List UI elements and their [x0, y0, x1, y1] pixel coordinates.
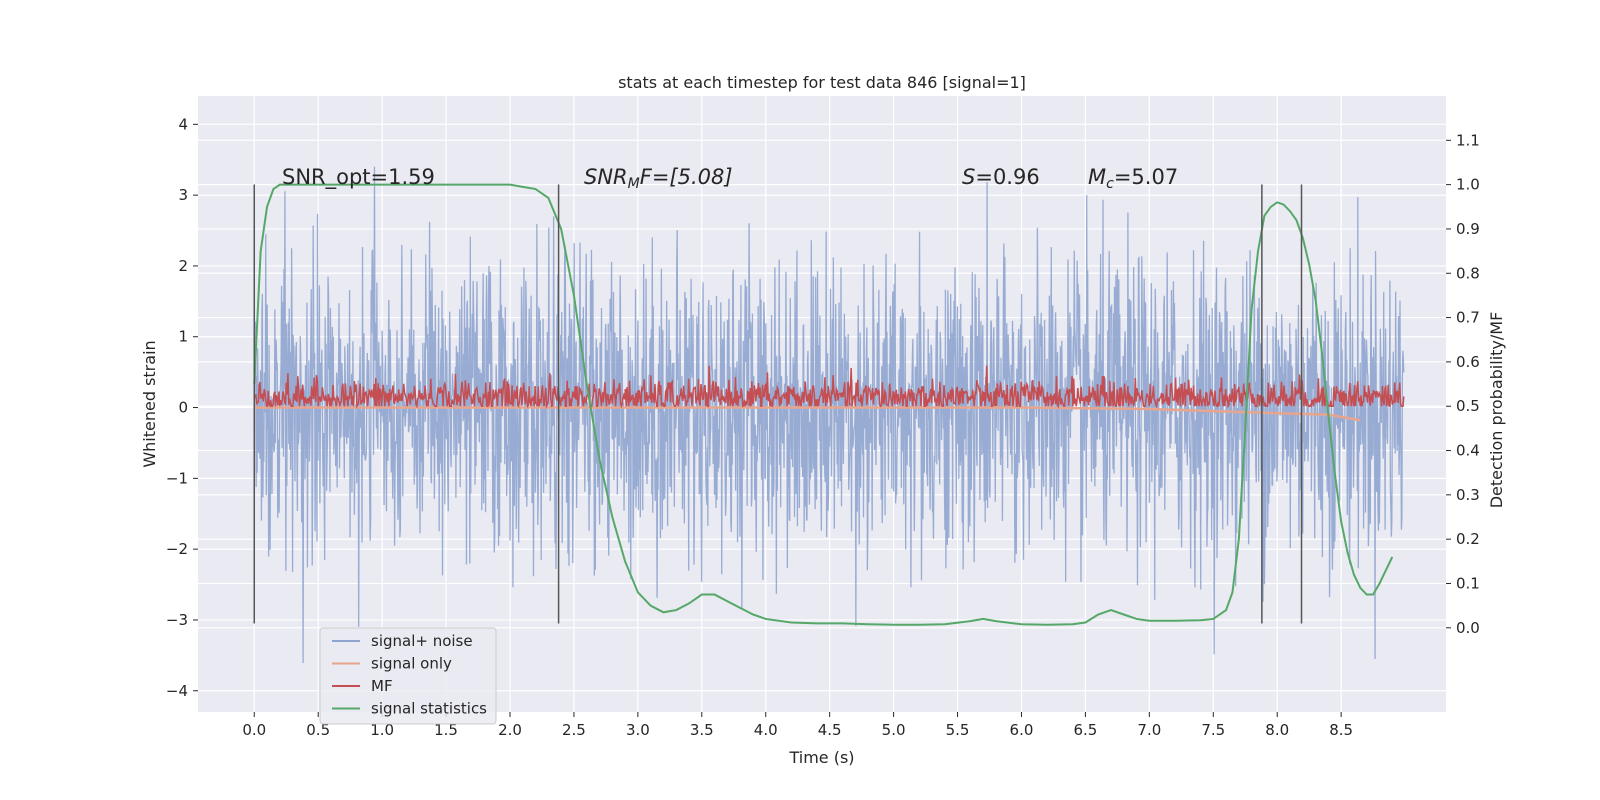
y-tick-label: −2 — [166, 540, 188, 558]
series-layer — [253, 166, 1405, 664]
annotation-s-rest: =0.96 — [975, 165, 1039, 189]
y2-tick-label: 1.0 — [1456, 176, 1480, 194]
y-tick-label: 2 — [178, 257, 188, 275]
y-tick-label: −3 — [166, 611, 188, 629]
annotation-mc-rest: =5.07 — [1114, 165, 1178, 189]
y-axis-label: Whitened strain — [140, 340, 159, 467]
x-tick-label: 5.5 — [946, 721, 970, 739]
annotation-mc-symbol: M — [1088, 165, 1106, 189]
y2-tick-label: 0.4 — [1456, 442, 1480, 460]
y2-tick-label: 0.3 — [1456, 486, 1480, 504]
annotation-mc: Mc=5.07 — [1088, 165, 1178, 192]
x-tick-label: 1.0 — [370, 721, 394, 739]
y-tick-label: −4 — [166, 682, 188, 700]
y2-tick-label: 0.8 — [1456, 264, 1480, 282]
x-tick-label: 4.0 — [754, 721, 778, 739]
y2-ticks: 1.1 1.0 0.9 0.8 0.7 0.6 0.5 0.4 0.3 0.2 0.1 0.0 — [1446, 131, 1480, 637]
chart-title: stats at each timestep for test data 846… — [618, 73, 1026, 92]
y2-tick-label: 0.5 — [1456, 397, 1480, 415]
legend-label: signal+ noise — [371, 632, 473, 650]
x-tick-label: 2.0 — [498, 721, 522, 739]
x-tick-label: 0.5 — [306, 721, 330, 739]
y2-tick-label: 0.2 — [1456, 530, 1480, 548]
x-tick-label: 6.0 — [1010, 721, 1034, 739]
y-tick-label: 4 — [178, 115, 188, 133]
x-tick-label: 8.5 — [1329, 721, 1353, 739]
legend-label: signal only — [371, 655, 452, 673]
annotation-s: S=0.96 — [962, 165, 1040, 189]
x-tick-label: 4.5 — [818, 721, 842, 739]
y2-axis-label: Detection probability/MF — [1487, 312, 1506, 509]
annotation-snr-opt: SNR_opt=1.59 — [282, 165, 435, 190]
legend: signal+ noise signal only MF signal statist… — [319, 627, 497, 725]
y2-tick-label: 0.9 — [1456, 220, 1480, 238]
y-tick-label: 3 — [178, 186, 188, 204]
legend-box — [319, 627, 497, 725]
y2-tick-label: 0.0 — [1456, 619, 1480, 637]
x-tick-label: 3.0 — [626, 721, 650, 739]
legend-label: MF — [371, 677, 393, 695]
x-axis-label: Time (s) — [788, 748, 854, 767]
y-tick-label: 0 — [178, 399, 188, 417]
series-signal-noise — [253, 166, 1405, 664]
annotation-snr-mf-rest: F=[5.08] — [640, 165, 733, 189]
series-mf — [253, 365, 1405, 410]
annotation-snr-mf-symbol: SNR — [584, 165, 628, 189]
x-tick-label: 2.5 — [562, 721, 586, 739]
x-tick-label: 7.0 — [1137, 721, 1161, 739]
x-tick-label: 6.5 — [1073, 721, 1097, 739]
x-tick-label: 0.0 — [242, 721, 266, 739]
annotation-mc-sub: c — [1106, 176, 1114, 192]
x-ticks: 0.0 0.5 1.0 1.5 2.0 2.5 3.0 3.5 4.0 4.5 5.0 5.5 6.0 6… — [242, 712, 1353, 739]
series-signal-statistics — [253, 183, 1394, 626]
x-tick-label: 1.5 — [434, 721, 458, 739]
vertical-lines — [253, 184, 1303, 624]
y-ticks: 4 3 2 1 0 −1 −2 −3 −4 — [166, 115, 198, 700]
annotation-snr-mf-sub: M — [628, 176, 640, 192]
series-signal-only — [254, 406, 1361, 422]
x-tick-label: 3.5 — [690, 721, 714, 739]
x-tick-label: 8.0 — [1265, 721, 1289, 739]
y2-tick-label: 0.6 — [1456, 353, 1480, 371]
x-tick-label: 7.5 — [1201, 721, 1225, 739]
y-tick-label: −1 — [166, 469, 188, 487]
annotation-s-symbol: S — [962, 165, 975, 189]
annotation-snr-mf: SNRMF=[5.08] — [584, 165, 733, 192]
y-tick-label: 1 — [178, 328, 188, 346]
y2-tick-label: 0.1 — [1456, 574, 1480, 592]
y2-tick-label: 0.7 — [1456, 309, 1480, 327]
legend-label: signal statistics — [371, 700, 487, 718]
x-tick-label: 5.0 — [882, 721, 906, 739]
y2-tick-label: 1.1 — [1456, 131, 1480, 149]
